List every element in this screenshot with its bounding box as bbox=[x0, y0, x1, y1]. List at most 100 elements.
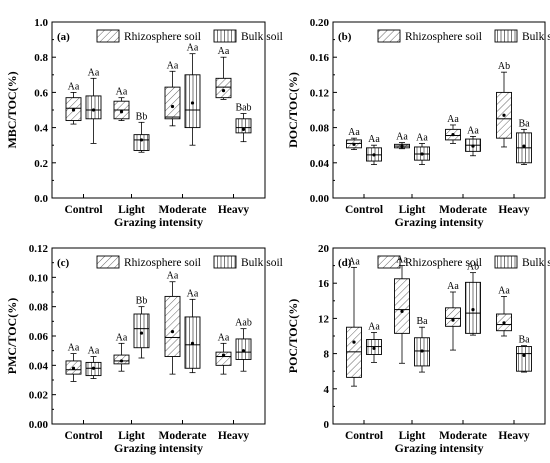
box-rhizosphere-moderate: Aa bbox=[164, 271, 181, 375]
y-tick-label: 0.12 bbox=[29, 243, 49, 255]
y-tick-label: 12 bbox=[318, 313, 330, 325]
box-rhizosphere-heavy: Aa bbox=[496, 285, 512, 337]
box-rhizosphere-light: Aa bbox=[113, 87, 130, 121]
y-tick-label: 0.08 bbox=[29, 302, 49, 314]
plot-frame bbox=[332, 247, 546, 425]
y-axis-label: POC/TOC(%) bbox=[286, 299, 300, 373]
significance-label: Aa bbox=[396, 132, 408, 143]
plot-frame bbox=[51, 247, 266, 425]
box-bulk-heavy: Ba bbox=[516, 335, 532, 373]
box-bulk-control: Aa bbox=[366, 321, 382, 363]
box-bulk-moderate: Ab bbox=[465, 262, 481, 336]
panel-label: (d) bbox=[338, 257, 352, 269]
box-body bbox=[394, 278, 410, 334]
x-tick-label: Light bbox=[118, 204, 145, 216]
mean-point bbox=[139, 138, 144, 142]
significance-label: Aab bbox=[235, 318, 252, 329]
legend-swatch-rhizosphere bbox=[377, 255, 401, 269]
mean-point bbox=[139, 331, 144, 335]
box-bulk-light: Aa bbox=[414, 132, 430, 165]
box-body bbox=[164, 86, 181, 120]
panel-label: (c) bbox=[57, 257, 70, 269]
box-bulk-control: Aa bbox=[366, 134, 382, 165]
y-tick-label: 0.00 bbox=[310, 193, 330, 205]
significance-label: Aa bbox=[218, 332, 230, 343]
y-axis-label: PMC/TOC(%) bbox=[5, 298, 19, 374]
box-body bbox=[235, 118, 252, 134]
significance-label: Bb bbox=[136, 296, 148, 307]
y-tick-label: 0.04 bbox=[29, 360, 49, 372]
y-tick-label: 0.12 bbox=[310, 87, 330, 99]
y-tick-label: 0.04 bbox=[310, 158, 330, 170]
mean-point bbox=[502, 321, 506, 325]
mean-point bbox=[420, 349, 424, 353]
box-bulk-light: Ba bbox=[414, 316, 430, 373]
panel-2: 0.00 0.04 0.08 0.12 0.16 0.20 DOC/TOC(%) (b) Rhi… bbox=[286, 17, 550, 229]
legend-label-bulk: Bulk soil bbox=[241, 31, 283, 43]
legend-label-bulk: Bulk soil bbox=[522, 257, 550, 269]
box-body bbox=[215, 351, 232, 366]
mean-point bbox=[91, 366, 96, 370]
x-tick-label: Moderate bbox=[159, 204, 207, 216]
mean-point bbox=[471, 144, 475, 148]
y-tick-label: 0.08 bbox=[310, 123, 330, 135]
y-tick-label: 0.6 bbox=[34, 87, 48, 99]
x-axis-label: Grazing intensity bbox=[114, 215, 203, 229]
mean-point bbox=[71, 366, 76, 370]
box-rhizosphere-control: Aa bbox=[65, 343, 82, 382]
box-rhizosphere-heavy: Aa bbox=[215, 46, 232, 100]
significance-label: Aa bbox=[167, 60, 179, 71]
x-tick-label: Heavy bbox=[498, 430, 530, 442]
significance-label: Aa bbox=[68, 81, 80, 92]
mean-point bbox=[221, 89, 226, 93]
significance-label: Ab bbox=[467, 262, 479, 273]
x-axis-label: Grazing intensity bbox=[395, 215, 484, 229]
plot-frame bbox=[332, 21, 546, 199]
y-tick-label: 0.0 bbox=[34, 193, 48, 205]
significance-label: Aa bbox=[348, 256, 360, 267]
mean-point bbox=[241, 127, 246, 131]
box-bulk-heavy: Ba bbox=[516, 118, 532, 165]
legend-swatch-bulk bbox=[494, 255, 518, 269]
x-tick-label: Control bbox=[64, 204, 102, 216]
mean-point bbox=[91, 108, 96, 112]
box-bulk-control: Aa bbox=[85, 346, 102, 379]
box-rhizosphere-moderate: Aa bbox=[445, 281, 461, 351]
significance-label: Bab bbox=[235, 103, 251, 114]
y-tick-label: 16 bbox=[318, 278, 330, 290]
mean-point bbox=[372, 153, 376, 157]
y-tick-label: 0.02 bbox=[29, 390, 49, 402]
y-tick-label: 8 bbox=[324, 349, 330, 361]
box-bulk-heavy: Aab bbox=[235, 318, 252, 372]
mean-point bbox=[241, 349, 246, 353]
box-rhizosphere-light: Aa bbox=[113, 332, 130, 372]
box-rhizosphere-moderate: Aa bbox=[164, 60, 181, 127]
y-tick-label: 0.10 bbox=[29, 272, 49, 284]
y-tick-label: 0.06 bbox=[29, 331, 49, 343]
significance-label: Ba bbox=[518, 118, 530, 129]
box-body bbox=[85, 95, 102, 120]
legend-swatch-rhizosphere bbox=[96, 255, 120, 269]
panel-label: (b) bbox=[338, 31, 352, 43]
panel-3: 0.00 0.02 0.04 0.06 0.08 0.10 0.12 PMC/TOC(%) (c… bbox=[5, 243, 283, 455]
significance-label: Aa bbox=[88, 346, 100, 357]
y-axis-label: MBC/TOC(%) bbox=[5, 71, 19, 148]
box-bulk-heavy: Bab bbox=[235, 103, 252, 143]
mean-point bbox=[190, 341, 195, 345]
mean-point bbox=[119, 359, 124, 363]
y-tick-label: 0 bbox=[324, 419, 330, 431]
y-tick-label: 4 bbox=[324, 384, 330, 396]
significance-label: Aa bbox=[88, 67, 100, 78]
box-body bbox=[215, 77, 232, 99]
significance-label: Aa bbox=[447, 281, 459, 292]
mean-point bbox=[71, 108, 76, 112]
mean-point bbox=[451, 133, 455, 137]
legend-swatch-bulk bbox=[213, 255, 237, 269]
mean-point bbox=[190, 101, 195, 105]
legend-swatch-rhizosphere bbox=[96, 29, 120, 43]
x-tick-label: Moderate bbox=[439, 430, 487, 442]
box-bulk-control: Aa bbox=[85, 67, 102, 144]
x-tick-label: Heavy bbox=[498, 204, 530, 216]
significance-label: Aa bbox=[498, 285, 510, 296]
box-bulk-light: Bb bbox=[133, 111, 150, 153]
